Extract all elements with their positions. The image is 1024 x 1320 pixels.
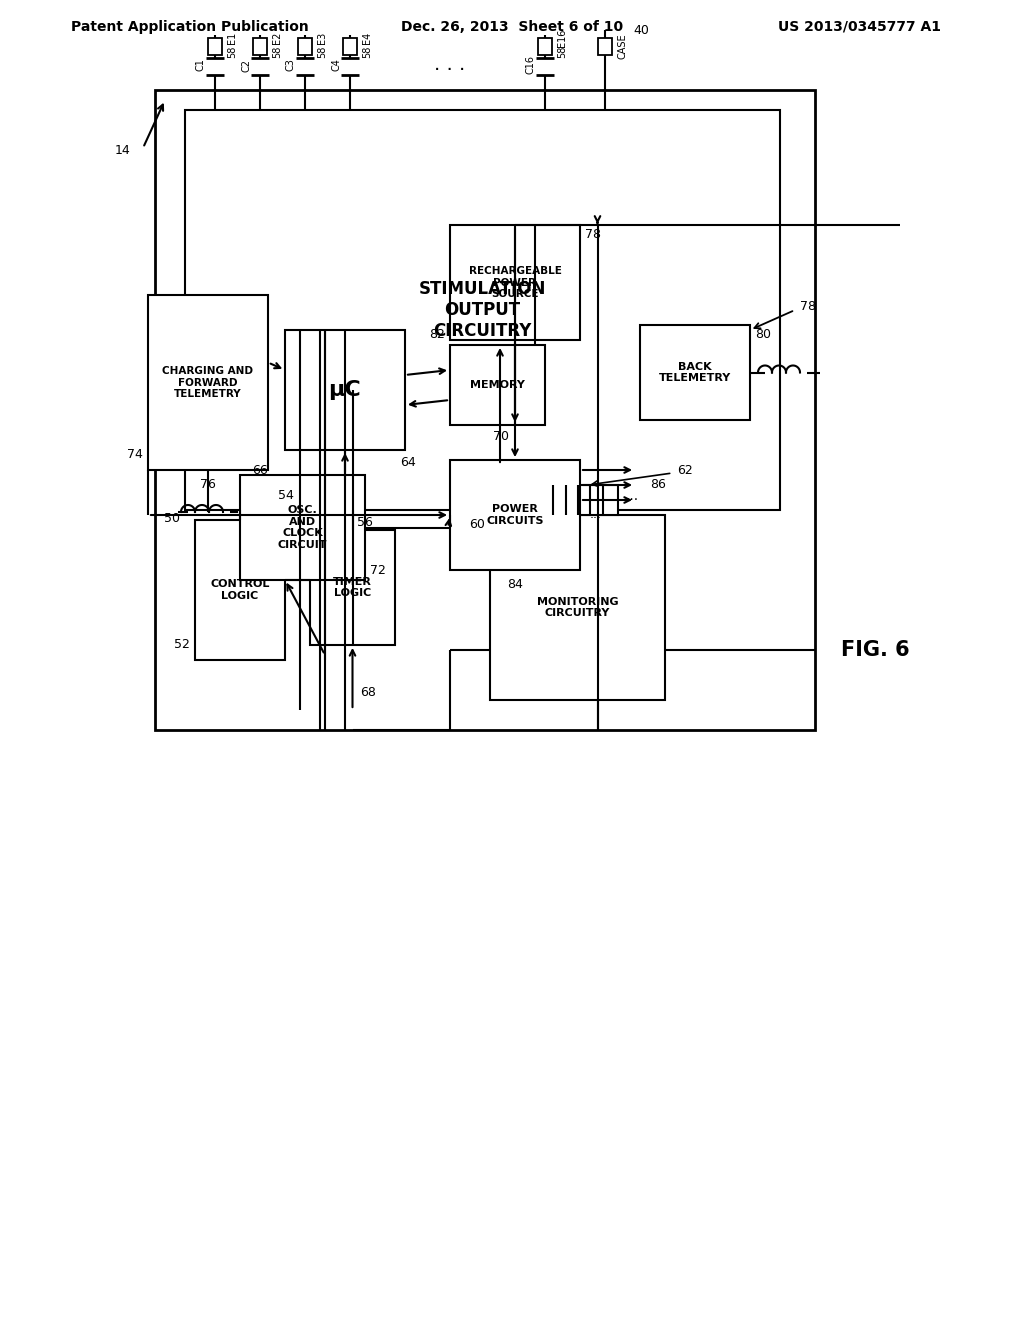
Text: Patent Application Publication: Patent Application Publication — [71, 20, 309, 34]
Text: CONTROL
LOGIC: CONTROL LOGIC — [210, 579, 269, 601]
Bar — [450, 459, 580, 570]
Text: STIMULATION
OUTPUT
CIRCUITRY: STIMULATION OUTPUT CIRCUITRY — [419, 280, 546, 339]
Bar — [450, 345, 545, 425]
Text: ···: ··· — [626, 492, 639, 507]
Text: μC: μC — [329, 380, 361, 400]
Text: 58: 58 — [317, 46, 327, 58]
Text: 56: 56 — [357, 516, 374, 528]
Bar — [285, 330, 406, 450]
Text: E1: E1 — [227, 32, 237, 44]
Text: MONITORING
CIRCUITRY: MONITORING CIRCUITRY — [537, 597, 618, 618]
Text: 70: 70 — [493, 430, 509, 444]
Text: 66: 66 — [252, 463, 268, 477]
Bar — [208, 38, 222, 55]
Text: 62: 62 — [678, 463, 693, 477]
Text: 54: 54 — [278, 488, 294, 502]
Text: 68: 68 — [360, 685, 377, 698]
Bar — [450, 224, 580, 341]
Text: C1: C1 — [196, 58, 206, 71]
Text: 80: 80 — [755, 329, 771, 342]
Text: 82: 82 — [429, 329, 445, 342]
Text: E16: E16 — [557, 29, 567, 48]
Text: CHARGING AND
FORWARD
TELEMETRY: CHARGING AND FORWARD TELEMETRY — [163, 366, 254, 399]
Text: US 2013/0345777 A1: US 2013/0345777 A1 — [778, 20, 941, 34]
Text: RECHARGEABLE
POWER
SOURCE: RECHARGEABLE POWER SOURCE — [469, 265, 561, 300]
Text: 86: 86 — [650, 479, 666, 491]
Bar — [538, 484, 617, 515]
Text: OSC.
AND
CLOCK
CIRCUIT: OSC. AND CLOCK CIRCUIT — [278, 506, 328, 550]
Bar — [310, 531, 395, 645]
Bar — [298, 38, 312, 55]
Text: 58: 58 — [557, 46, 567, 58]
Text: FIG. 6: FIG. 6 — [841, 640, 909, 660]
Text: 64: 64 — [400, 455, 416, 469]
Text: 72: 72 — [370, 564, 386, 577]
Text: C16: C16 — [526, 55, 536, 74]
Text: 60: 60 — [469, 519, 485, 532]
Text: CASE: CASE — [617, 33, 627, 59]
Text: TIMER
LOGIC: TIMER LOGIC — [333, 577, 372, 598]
Text: 78: 78 — [585, 228, 601, 242]
Bar — [185, 110, 780, 510]
Text: 14: 14 — [115, 144, 130, 157]
Text: E4: E4 — [362, 32, 372, 44]
Bar — [343, 38, 357, 55]
Text: . . .: . . . — [434, 55, 466, 74]
Text: ...: ... — [590, 508, 602, 521]
Bar — [155, 90, 815, 730]
Text: C2: C2 — [241, 58, 251, 71]
Text: 58: 58 — [272, 46, 282, 58]
Text: BACK
TELEMETRY: BACK TELEMETRY — [658, 362, 731, 383]
Text: E3: E3 — [317, 32, 327, 44]
Text: 50: 50 — [164, 512, 180, 525]
Bar — [253, 38, 267, 55]
Text: POWER
CIRCUITS: POWER CIRCUITS — [486, 504, 544, 525]
Text: 40: 40 — [633, 24, 649, 37]
Text: 58: 58 — [362, 46, 372, 58]
Bar — [598, 38, 612, 55]
Text: 58: 58 — [227, 46, 237, 58]
Text: MEMORY: MEMORY — [470, 380, 525, 389]
Bar — [240, 475, 365, 579]
Text: 76: 76 — [200, 478, 216, 491]
Bar — [490, 515, 665, 700]
Bar — [195, 520, 285, 660]
Text: 84: 84 — [507, 578, 523, 590]
Text: E2: E2 — [272, 32, 282, 44]
Text: 74: 74 — [127, 449, 143, 462]
Text: Dec. 26, 2013  Sheet 6 of 10: Dec. 26, 2013 Sheet 6 of 10 — [401, 20, 623, 34]
Bar — [640, 325, 750, 420]
Bar — [538, 38, 552, 55]
Text: 52: 52 — [174, 639, 190, 652]
Bar — [148, 294, 268, 470]
Text: C3: C3 — [286, 58, 296, 71]
Text: C4: C4 — [331, 58, 341, 71]
Text: 78: 78 — [800, 301, 816, 314]
